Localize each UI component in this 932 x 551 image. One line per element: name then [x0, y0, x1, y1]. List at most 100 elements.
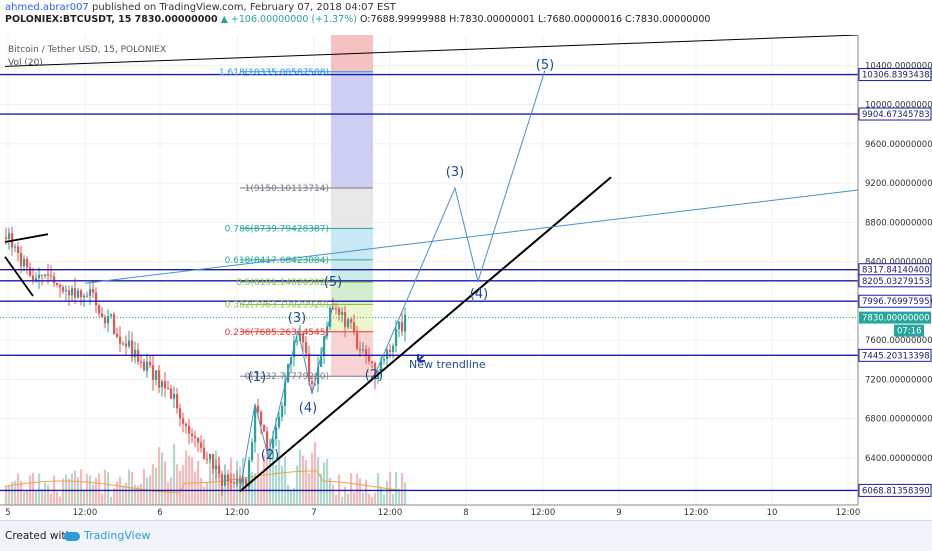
price-label: 10306.83934385 [862, 71, 932, 81]
volume-bar [347, 493, 350, 505]
x-tick-label: 5 [5, 508, 10, 518]
candle-body [107, 315, 110, 324]
candle-body [23, 258, 26, 267]
candle-body [80, 290, 83, 298]
volume-bar [155, 467, 158, 505]
volume-bar [275, 464, 278, 505]
volume-bar [170, 477, 173, 505]
y-tick-label: 10000.00000000 [865, 101, 932, 111]
candle-body [143, 361, 146, 371]
candle-body [392, 345, 395, 352]
volume-bar [185, 450, 188, 505]
volume-bar [176, 464, 179, 505]
volume-bar [305, 459, 308, 505]
candle-body [230, 481, 233, 483]
candle-body [275, 426, 278, 439]
volume-bar [107, 472, 110, 505]
x-tick-label: 9 [616, 508, 621, 518]
volume-bar [191, 457, 194, 505]
x-tick-label: 6 [157, 508, 162, 518]
volume-bar [41, 488, 44, 505]
volume-bar [47, 485, 50, 505]
candle-body [59, 285, 62, 288]
candle-body [41, 274, 44, 276]
candle-body [227, 474, 230, 482]
volume-bar [143, 469, 146, 505]
candle-body [191, 433, 194, 437]
candle-body [356, 332, 359, 350]
candle-body [116, 333, 119, 337]
candle-body [167, 388, 170, 390]
volume-bar [401, 472, 404, 505]
candle-body [119, 336, 122, 344]
candle-body [125, 343, 128, 347]
candle-body [38, 274, 41, 279]
candle-body [302, 333, 305, 343]
candle-body [194, 436, 197, 438]
volume-bar [71, 473, 74, 505]
volume-bar [377, 473, 380, 505]
volume-bar [257, 452, 260, 505]
candle-body [65, 290, 68, 292]
volume-bar [56, 491, 59, 505]
volume-bar [287, 485, 290, 505]
current-price-label: 7830.00000000 [862, 314, 930, 324]
candle-body [104, 316, 107, 324]
volume-bar [299, 449, 302, 505]
volume-bar [68, 478, 71, 505]
candle-body [161, 381, 164, 388]
volume-bar [320, 473, 323, 505]
volume-bar [395, 471, 398, 505]
candle-body [5, 237, 8, 239]
volume-bar [284, 456, 287, 505]
volume-bar [80, 469, 83, 505]
short-black-line [4, 233, 49, 243]
wave-label: (1) [248, 370, 266, 385]
volume-bar [194, 471, 197, 505]
candle-body [17, 246, 20, 254]
cloud-icon [64, 531, 80, 541]
volume-bar [137, 485, 140, 505]
wave-labels: (1) (2) (3) (4) (5) (2) (3) (4) (5) New trendline [248, 58, 554, 463]
countdown-label: 07:16 [897, 327, 922, 337]
price-label: 7445.20313398 [862, 351, 930, 361]
y-tick-label: 8400.00000000 [865, 258, 932, 268]
candle-body [389, 349, 392, 352]
candle-body [338, 308, 341, 315]
author-link[interactable]: ahmed.abrar007 [5, 2, 89, 13]
candle-body [200, 442, 203, 448]
candle-body [320, 356, 323, 367]
volume-bar [212, 462, 215, 505]
volume-bar [323, 462, 326, 505]
volume-bar [308, 473, 311, 505]
price-chart[interactable]: 1.618(10335.00587508) 1(9150.10113714) 0.7… [0, 35, 932, 520]
volume-bar [200, 477, 203, 505]
candle-body [254, 405, 257, 443]
volume-bar [146, 477, 149, 505]
volume-bar [206, 481, 209, 505]
candle-body [44, 274, 47, 276]
volume-bar [398, 488, 401, 505]
price-label-box [858, 68, 932, 82]
volume-bar [272, 452, 275, 505]
volume-bar [353, 492, 356, 505]
candle-body [308, 353, 311, 382]
volume-bar [368, 493, 371, 505]
fib-level-label: 1.618(10335.00587508) [219, 68, 329, 78]
volume-bar [131, 471, 134, 505]
volume-bar [254, 473, 257, 505]
volume-bar [365, 479, 368, 505]
candle-body [149, 361, 152, 366]
volume-bar [269, 453, 272, 505]
candle-body [218, 465, 221, 475]
axes: 6400.00000000 6800.00000000 7200.00000000 7… [0, 35, 932, 518]
candle-body [362, 349, 365, 351]
candle-body [266, 431, 269, 452]
candle-body [50, 275, 53, 277]
volume-bar [335, 494, 338, 505]
volume-bar [362, 492, 365, 505]
volume-bar [110, 496, 113, 505]
candle-body [269, 448, 272, 452]
tradingview-logo[interactable]: TradingView [64, 529, 150, 542]
y-tick-label: 7600.00000000 [865, 336, 932, 346]
